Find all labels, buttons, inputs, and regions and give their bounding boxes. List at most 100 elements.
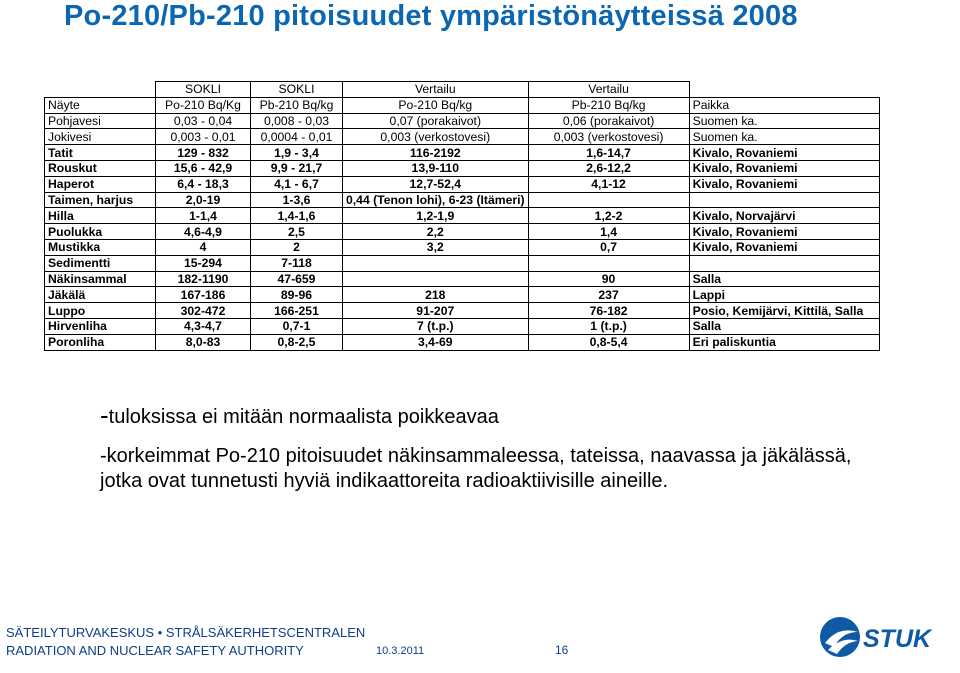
table-cell — [688, 254, 880, 272]
table-header-row: Näyte Po-210 Bq/Kg Pb-210 Bq/kg Po-210 Bq/k… — [44, 96, 880, 114]
table-cell: 1-3,6 — [250, 191, 343, 209]
table-cell: 0,03 - 0,04 — [155, 112, 251, 130]
table-cell: Poronliha — [44, 333, 156, 351]
table-cell: 2,2 — [342, 223, 529, 240]
table-header-cell: SOKLI — [155, 81, 251, 98]
footer-organization: SÄTEILYTURVAKESKUS • STRÅLSÄKERHETSCENTR… — [6, 625, 366, 640]
table-cell: 2 — [250, 238, 343, 256]
table-cell: 15-294 — [155, 254, 251, 272]
table-cell: 47-659 — [250, 270, 343, 288]
table-cell: 116-2192 — [342, 144, 529, 161]
table-cell: Mustikka — [44, 238, 156, 256]
table-row: Jäkälä 167-186 89-96 218 237 Lappi — [44, 286, 880, 304]
table-cell: 1,4 — [527, 223, 690, 240]
table-row: Taimen, harjus 2,0-19 1-3,6 0,44 (Tenon loh… — [44, 191, 880, 209]
table-cell: 0,44 (Tenon lohi), 6-23 (Itämeri) — [342, 191, 529, 209]
table-cell — [342, 254, 529, 272]
table-cell: 0,003 (verkostovesi) — [342, 128, 529, 146]
footer-date: 10.3.2011 — [376, 645, 425, 657]
table-cell: 4,1-12 — [527, 175, 690, 193]
table-cell: 9,9 - 21,7 — [250, 159, 343, 177]
table-header-cell: Pb-210 Bq/kg — [250, 96, 343, 114]
table-row: Luppo 302-472 166-251 91-207 76-182 Posio, Ke… — [44, 302, 880, 319]
table-cell: Jäkälä — [44, 286, 156, 304]
table-cell: 0,8-5,4 — [527, 333, 690, 351]
table-cell: 12,7-52,4 — [342, 175, 529, 193]
table-header-cell: Po-210 Bq/kg — [342, 96, 529, 114]
table-cell: 0,06 (porakaivot) — [527, 112, 690, 130]
table-row: Sedimentti 15-294 7-118 — [44, 254, 880, 272]
table-cell: 0,0004 - 0,01 — [250, 128, 343, 146]
table-row: Hirvenliha 4,3-4,7 0,7-1 7 (t.p.) 1 (t.p.) Sa… — [44, 317, 880, 335]
table-cell: Luppo — [44, 302, 156, 319]
table-cell: Tatit — [44, 144, 156, 161]
table-cell: Haperot — [44, 175, 156, 193]
table-cell: 7-118 — [250, 254, 343, 272]
table-cell: 2,0-19 — [155, 191, 251, 209]
table-cell: Eri paliskuntia — [688, 333, 880, 351]
table-cell: 129 - 832 — [155, 144, 251, 161]
table-cell: 1,2-1,9 — [342, 207, 529, 225]
table-cell: Kivalo, Rovaniemi — [688, 159, 880, 177]
table-header-cell: Po-210 Bq/Kg — [155, 96, 251, 114]
table-row: Jokivesi 0,003 - 0,01 0,0004 - 0,01 0,003 (… — [44, 128, 880, 146]
table-cell: Salla — [688, 270, 880, 288]
table-cell: Taimen, harjus — [44, 191, 156, 209]
table-cell: Kivalo, Norvajärvi — [688, 207, 880, 225]
table-cell: 1,4-1,6 — [250, 207, 343, 225]
note-dash: - — [100, 400, 109, 430]
table-cell: 1-1,4 — [155, 207, 251, 225]
table-cell: 76-182 — [527, 302, 690, 319]
page-title: Po-210/Pb-210 pitoisuudet ympäristönäytt… — [64, 0, 798, 32]
table-header-cell: Pb-210 Bq/kg — [527, 96, 690, 114]
table-cell: Rouskut — [44, 159, 156, 177]
table-cell: 1,6-14,7 — [527, 144, 690, 161]
table-cell: 0,7 — [527, 238, 690, 256]
table-cell: 237 — [527, 286, 690, 304]
page-number: 16 — [555, 643, 569, 657]
table-cell — [527, 191, 690, 209]
table-cell: Pohjavesi — [44, 112, 156, 130]
table-header-cell: SOKLI — [250, 81, 343, 98]
table-cell: Näkinsammal — [44, 270, 156, 288]
results-table: SOKLI SOKLI Vertailu Vertailu Näyte Po-210 Bq… — [44, 81, 880, 351]
table-cell — [688, 191, 880, 209]
table-header-cell: Vertailu — [527, 81, 690, 98]
table-cell: Hirvenliha — [44, 317, 156, 335]
table-cell: 7 (t.p.) — [342, 317, 529, 335]
table-cell: 302-472 — [155, 302, 251, 319]
table-cell: Kivalo, Rovaniemi — [688, 175, 880, 193]
table-cell: 1 (t.p.) — [527, 317, 690, 335]
table-header-cell: Näyte — [44, 96, 156, 114]
table-cell: 8,0-83 — [155, 333, 251, 351]
table-row: Näkinsammal 182-1190 47-659 90 Salla — [44, 270, 880, 288]
table-header-cell — [44, 81, 156, 98]
table-header-cell: Vertailu — [342, 81, 529, 98]
stuk-emblem-icon — [820, 617, 860, 657]
table-cell: 2,5 — [250, 223, 343, 240]
table-cell: Kivalo, Rovaniemi — [688, 223, 880, 240]
table-row: Haperot 6,4 - 18,3 4,1 - 6,7 12,7-52,4 4,1-1… — [44, 175, 880, 193]
table-cell: 0,003 - 0,01 — [155, 128, 251, 146]
table-cell: 182-1190 — [155, 270, 251, 288]
table-cell: 3,2 — [342, 238, 529, 256]
table-row: Pohjavesi 0,03 - 0,04 0,008 - 0,03 0,07 (po… — [44, 112, 880, 130]
table-row: Puolukka 4,6-4,9 2,5 2,2 1,4 Kivalo, Rovaniem… — [44, 223, 880, 240]
table-cell: 90 — [527, 270, 690, 288]
table-cell — [527, 254, 690, 272]
table-cell: 1,2-2 — [527, 207, 690, 225]
table-cell: Puolukka — [44, 223, 156, 240]
table-cell: 6,4 - 18,3 — [155, 175, 251, 193]
footer-authority: RADIATION AND NUCLEAR SAFETY AUTHORITY — [6, 643, 304, 658]
table-cell: 0,003 (verkostovesi) — [527, 128, 690, 146]
table-cell: 218 — [342, 286, 529, 304]
table-cell: 0,008 - 0,03 — [250, 112, 343, 130]
table-row: Rouskut 15,6 - 42,9 9,9 - 21,7 13,9-110 2,6-… — [44, 159, 880, 177]
table-cell: 2,6-12,2 — [527, 159, 690, 177]
table-cell: Lappi — [688, 286, 880, 304]
table-row: Tatit 129 - 832 1,9 - 3,4 116-2192 1,6-14,7 K… — [44, 144, 880, 161]
stuk-logo: STUK — [820, 617, 933, 657]
table-cell: Posio, Kemijärvi, Kittilä, Salla — [688, 302, 880, 319]
table-cell: 13,9-110 — [342, 159, 529, 177]
note-text: tuloksissa ei mitään normaalista poikkea… — [108, 406, 499, 428]
